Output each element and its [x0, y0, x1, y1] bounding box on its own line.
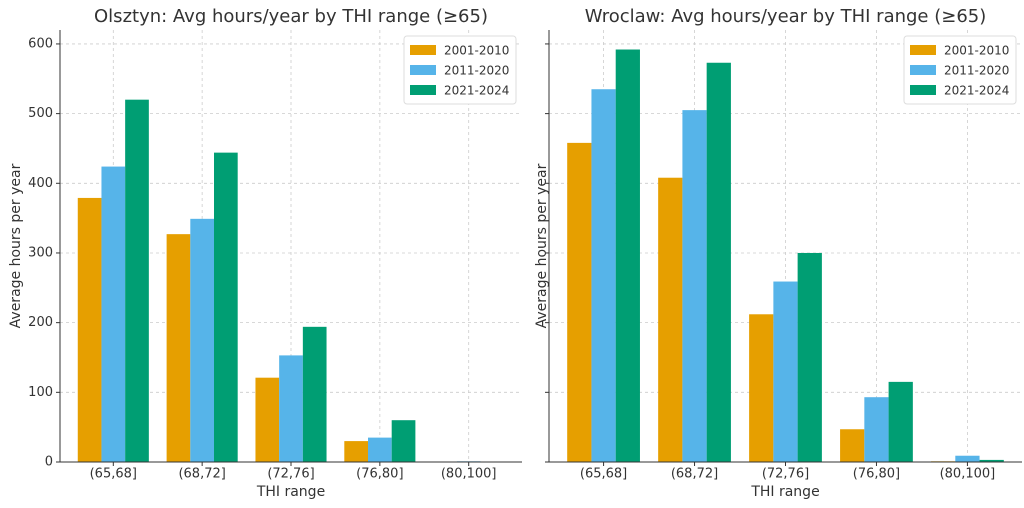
bar	[682, 110, 707, 463]
bar	[279, 355, 303, 462]
y-tick-label: 300	[28, 245, 53, 260]
bar	[706, 62, 731, 463]
chart-title: Olsztyn: Avg hours/year by THI range (≥6…	[94, 6, 488, 27]
bar	[840, 429, 865, 462]
legend-swatch	[910, 85, 936, 95]
legend-swatch	[910, 45, 936, 55]
legend-label[interactable]: 2021-2024	[944, 84, 1009, 98]
bar	[797, 252, 822, 462]
x-tick-label: (68,72]	[178, 467, 225, 482]
x-tick-label: (76,80]	[356, 467, 403, 482]
legend-swatch	[410, 65, 436, 75]
bar	[955, 455, 980, 462]
chart-title: Wroclaw: Avg hours/year by THI range (≥6…	[585, 6, 987, 27]
x-tick-label: (80,100]	[441, 467, 497, 482]
y-tick-label: 600	[28, 36, 53, 51]
bar	[214, 152, 238, 462]
bar	[302, 326, 327, 462]
legend-label[interactable]: 2011-2020	[444, 64, 509, 78]
bar	[567, 142, 592, 462]
legend-swatch	[910, 65, 936, 75]
bar	[255, 377, 280, 462]
legend-label[interactable]: 2001-2010	[944, 44, 1009, 58]
bar	[749, 314, 774, 462]
x-tick-label: (76,80]	[853, 467, 900, 482]
bar	[101, 166, 126, 462]
bar	[773, 281, 798, 462]
legend-swatch	[410, 85, 436, 95]
bar	[190, 218, 214, 462]
y-tick-label: 200	[28, 315, 53, 330]
legend-swatch	[410, 45, 436, 55]
bar	[591, 89, 616, 463]
bar	[368, 437, 392, 462]
bar	[658, 177, 683, 462]
y-axis-label: Average hours per year	[534, 163, 550, 328]
bar	[864, 397, 889, 462]
y-tick-label: 0	[45, 455, 53, 470]
bar	[77, 197, 102, 462]
bar	[888, 381, 913, 462]
y-axis-label: Average hours per year	[8, 163, 24, 328]
x-tick-label: (65,68]	[90, 467, 137, 482]
bar	[344, 441, 368, 462]
y-tick-label: 100	[28, 385, 53, 400]
x-tick-label: (80,100]	[940, 467, 996, 482]
bar	[166, 234, 191, 462]
x-tick-label: (72,76]	[267, 467, 314, 482]
legend-label[interactable]: 2001-2010	[444, 44, 509, 58]
bar	[615, 49, 640, 463]
x-tick-label: (68,72]	[671, 467, 718, 482]
y-tick-label: 500	[28, 106, 53, 121]
legend-label[interactable]: 2011-2020	[944, 64, 1009, 78]
x-tick-label: (72,76]	[762, 467, 809, 482]
x-tick-label: (65,68]	[580, 467, 627, 482]
bar	[391, 420, 416, 462]
bar	[979, 459, 1004, 462]
legend-label[interactable]: 2021-2024	[444, 84, 509, 98]
x-axis-label: THI range	[256, 484, 325, 500]
bar	[125, 99, 149, 462]
x-axis-label: THI range	[750, 484, 819, 500]
y-tick-label: 400	[28, 176, 53, 191]
